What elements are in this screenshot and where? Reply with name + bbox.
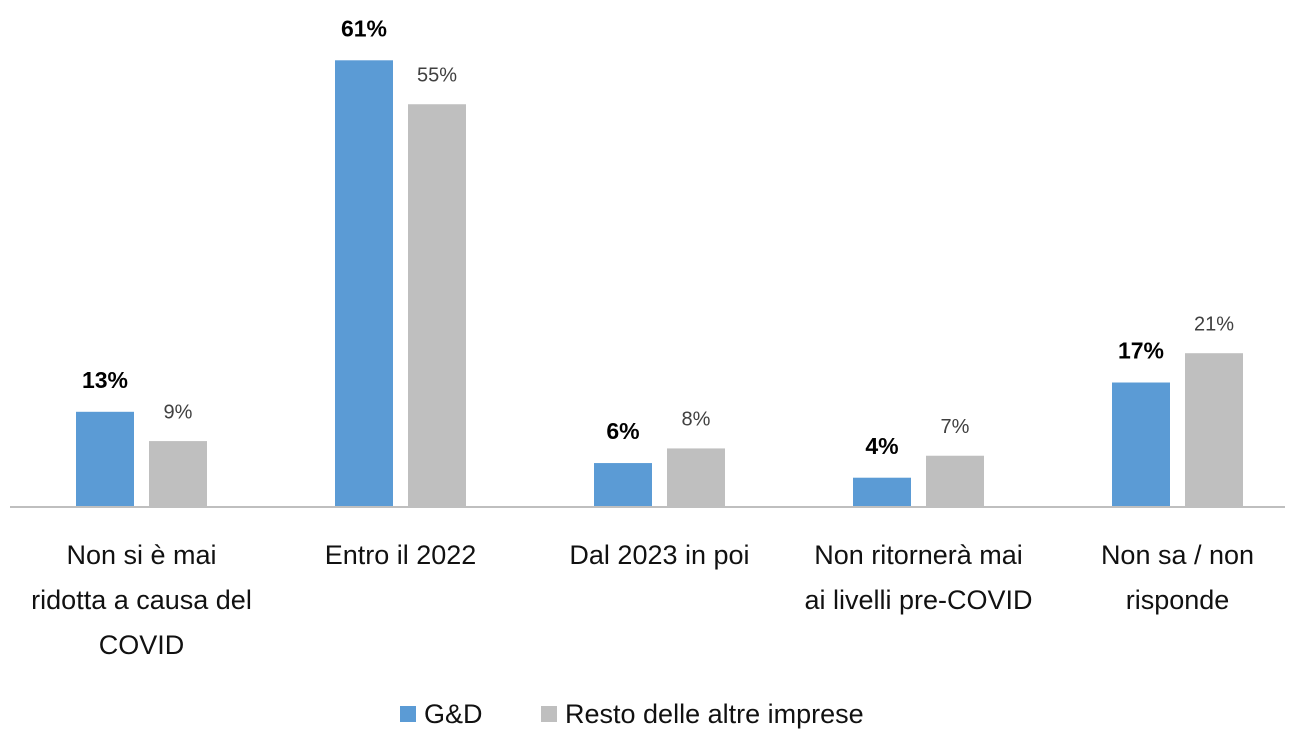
- data-label: 8%: [682, 409, 711, 431]
- data-label: 6%: [606, 418, 639, 444]
- x-tick-label: Non sa / non risponde: [1100, 540, 1255, 615]
- data-label: 4%: [865, 433, 898, 459]
- data-label: 7%: [941, 416, 970, 438]
- bar: [408, 104, 466, 507]
- data-label: 9%: [164, 401, 193, 423]
- bar: [76, 411, 134, 507]
- bar: [667, 448, 725, 507]
- legend-swatch: [541, 706, 557, 722]
- bar: [149, 441, 207, 507]
- legend-swatch: [400, 706, 416, 722]
- bar: [1112, 382, 1170, 507]
- data-label: 13%: [82, 367, 128, 393]
- bar: [594, 463, 652, 507]
- x-tick-label: Non si è mai ridotta a causa del COVID: [31, 540, 252, 660]
- data-label: 61%: [341, 15, 387, 41]
- data-label: 55%: [417, 65, 457, 87]
- data-label: 17%: [1118, 338, 1164, 364]
- bar: [853, 477, 911, 507]
- data-label: 21%: [1194, 313, 1234, 335]
- x-tick-label: Entro il 2022: [324, 540, 477, 570]
- bar: [926, 455, 984, 507]
- legend-label: G&D: [424, 699, 483, 729]
- bar: [335, 60, 393, 508]
- legend-label: Resto delle altre imprese: [565, 699, 864, 729]
- x-tick-label: Non ritornerà mai ai livelli pre-COVID: [804, 540, 1033, 615]
- x-tick-label: Dal 2023 in poi: [569, 540, 750, 570]
- bar: [1185, 353, 1243, 507]
